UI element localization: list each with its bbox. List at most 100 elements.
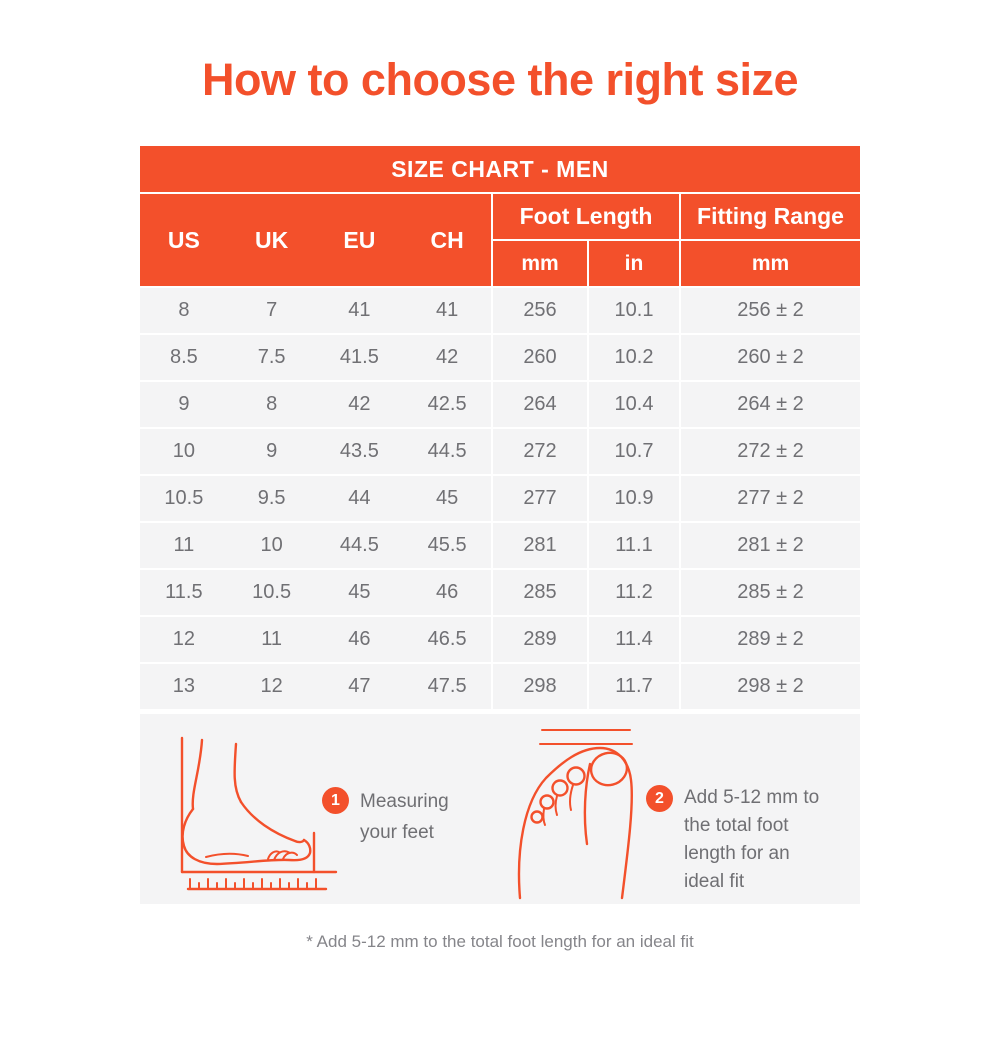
cell-us: 12 [172, 628, 195, 650]
cell-foot-in: 10.4 [589, 382, 679, 427]
table-row: 8 7 41 41 256 10.1 256 ± 2 [140, 288, 860, 333]
cell-us: 11 [173, 534, 195, 556]
cell-uk: 7 [266, 299, 278, 321]
cell-ch: 44.5 [427, 440, 467, 462]
cell-fitting-range: 272 ± 2 [681, 429, 860, 474]
cell-foot-in: 11.7 [589, 664, 679, 709]
col-header-foot-mm: mm [493, 241, 587, 286]
cell-fitting-range: 277 ± 2 [681, 476, 860, 521]
cell-eu: 41 [348, 299, 371, 321]
cell-fitting-range: 298 ± 2 [681, 664, 860, 709]
cell-uk: 8 [266, 393, 278, 415]
table-row: 11 10 44.5 45.5 281 11.1 281 ± 2 [140, 523, 860, 568]
cell-eu: 41.5 [339, 346, 379, 368]
cell-fitting-range: 281 ± 2 [681, 523, 860, 568]
cell-ch: 47.5 [427, 675, 467, 697]
cell-fitting-range: 285 ± 2 [681, 570, 860, 615]
size-cells: 13 12 47 47.5 [140, 664, 491, 709]
cell-foot-mm: 264 [493, 382, 587, 427]
cell-foot-in: 10.7 [589, 429, 679, 474]
size-cells: 12 11 46 46.5 [140, 617, 491, 662]
cell-us: 10.5 [164, 487, 204, 509]
cell-foot-in: 10.2 [589, 335, 679, 380]
cell-ch: 46.5 [427, 628, 467, 650]
table-row: 13 12 47 47.5 298 11.7 298 ± 2 [140, 664, 860, 709]
measuring-instructions-panel: 1 Measuring your feet 2 Add 5-12 mm to t… [140, 714, 860, 904]
page-title: How to choose the right size [201, 54, 799, 105]
step-2-text: Add 5-12 mm to the total foot length for… [684, 784, 819, 896]
foot-top-view-icon [517, 729, 633, 900]
foot-side-measure-icon [180, 736, 338, 891]
footnote: * Add 5-12 mm to the total foot length f… [306, 932, 694, 951]
step-2-line-2: the total foot [684, 815, 789, 836]
cell-foot-mm: 285 [493, 570, 587, 615]
step-1-badge: 1 [322, 787, 349, 814]
col-header-us: US [167, 226, 200, 253]
cell-uk: 10 [260, 534, 283, 556]
cell-eu: 45 [348, 581, 371, 603]
cell-uk: 10.5 [252, 581, 292, 603]
table-banner: SIZE CHART - MEN [140, 146, 860, 192]
step-2-line-4: ideal fit [684, 871, 745, 892]
col-header-uk: UK [255, 226, 289, 253]
cell-foot-mm: 260 [493, 335, 587, 380]
size-cells: 10.5 9.5 44 45 [140, 476, 491, 521]
col-group-foot-length: Foot Length [493, 194, 679, 239]
cell-us: 9 [178, 393, 190, 415]
cell-fitting-range: 264 ± 2 [681, 382, 860, 427]
cell-foot-in: 11.2 [589, 570, 679, 615]
size-cells: 11 10 44.5 45.5 [140, 523, 491, 568]
table-row: 10.5 9.5 44 45 277 10.9 277 ± 2 [140, 476, 860, 521]
step-2: 2 Add 5-12 mm to the total foot length f… [646, 784, 819, 896]
cell-uk: 12 [260, 675, 283, 697]
col-header-eu: EU [343, 226, 376, 253]
step-1-line-1: Measuring [360, 791, 449, 812]
cell-ch: 42 [436, 346, 459, 368]
cell-foot-in: 10.1 [589, 288, 679, 333]
table-row: 11.5 10.5 45 46 285 11.2 285 ± 2 [140, 570, 860, 615]
table-body: 8 7 41 41 256 10.1 256 ± 2 8.5 7.5 41.5 … [140, 288, 860, 709]
cell-us: 8.5 [169, 346, 198, 368]
step-1-line-2: your feet [360, 822, 434, 843]
cell-us: 13 [172, 675, 195, 697]
col-group-fitting-range: Fitting Range [681, 194, 860, 239]
cell-fitting-range: 289 ± 2 [681, 617, 860, 662]
cell-fitting-range: 256 ± 2 [681, 288, 860, 333]
cell-foot-in: 11.4 [589, 617, 679, 662]
size-cells: 9 8 42 42.5 [140, 382, 491, 427]
cell-uk: 7.5 [257, 346, 286, 368]
col-header-fitting-mm: mm [681, 241, 860, 286]
col-header-foot-in: in [589, 241, 679, 286]
table-row: 10 9 43.5 44.5 272 10.7 272 ± 2 [140, 429, 860, 474]
cell-foot-in: 10.9 [589, 476, 679, 521]
cell-foot-in: 11.1 [589, 523, 679, 568]
step-2-line-3: length for an [684, 843, 790, 864]
cell-foot-mm: 256 [493, 288, 587, 333]
cell-foot-mm: 298 [493, 664, 587, 709]
cell-foot-mm: 281 [493, 523, 587, 568]
cell-us: 10 [172, 440, 195, 462]
step-1: 1 Measuring your feet [322, 786, 449, 848]
cell-uk: 11 [261, 628, 282, 650]
cell-foot-mm: 289 [493, 617, 587, 662]
cell-uk: 9 [266, 440, 278, 462]
cell-ch: 41 [436, 299, 459, 321]
size-system-headers: US UK EU CH [140, 194, 491, 286]
col-header-ch: CH [430, 226, 464, 253]
cell-eu: 44.5 [339, 534, 379, 556]
size-cells: 8.5 7.5 41.5 42 [140, 335, 491, 380]
step-2-badge: 2 [646, 785, 673, 812]
step-2-line-1: Add 5-12 mm to [684, 787, 820, 808]
size-chart-table: SIZE CHART - MEN US UK EU CH Foot Length… [140, 146, 860, 709]
table-header: US UK EU CH Foot Length Fitting Range mm… [140, 194, 860, 286]
cell-eu: 47 [348, 675, 371, 697]
cell-eu: 43.5 [339, 440, 379, 462]
cell-foot-mm: 277 [493, 476, 587, 521]
cell-foot-mm: 272 [493, 429, 587, 474]
cell-ch: 45 [436, 487, 459, 509]
cell-eu: 42 [348, 393, 371, 415]
size-cells: 8 7 41 41 [140, 288, 491, 333]
cell-eu: 44 [348, 487, 371, 509]
cell-uk: 9.5 [257, 487, 286, 509]
cell-ch: 45.5 [427, 534, 467, 556]
